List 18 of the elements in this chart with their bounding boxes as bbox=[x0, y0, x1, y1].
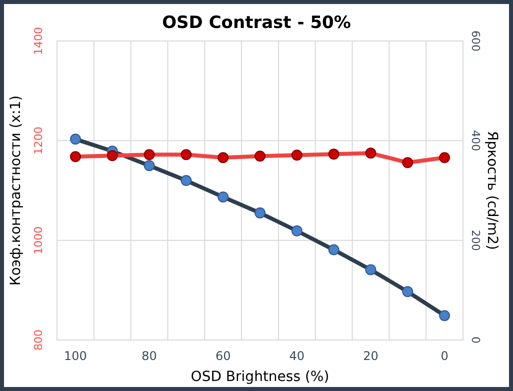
y2-tick-label: 400 bbox=[469, 130, 482, 152]
y-tick-label: 1000 bbox=[32, 226, 45, 254]
y2-axis-title: Яркость (cd/m2) bbox=[484, 131, 500, 250]
y-axis-title: Коэф.контрастности (x:1) bbox=[8, 95, 24, 286]
y-tick-label: 1400 bbox=[32, 27, 45, 55]
x-tick-label: 40 bbox=[289, 349, 305, 363]
x-tick-label: 0 bbox=[440, 349, 448, 363]
y-tick-label: 800 bbox=[32, 330, 45, 350]
x-tick-label: 100 bbox=[64, 349, 87, 363]
y-tick-label: 1200 bbox=[32, 126, 45, 155]
x-tick-label: 60 bbox=[215, 349, 231, 363]
y2-tick-label: 600 bbox=[469, 30, 482, 52]
x-axis-title: OSD Brightness (%) bbox=[190, 369, 330, 385]
x-tick-label: 20 bbox=[363, 349, 378, 363]
chart-title: OSD Contrast - 50% bbox=[162, 13, 351, 33]
y2-tick-label: 0 bbox=[469, 336, 482, 344]
y2-tick-label: 200 bbox=[469, 230, 482, 251]
x-tick-label: 80 bbox=[142, 349, 157, 363]
